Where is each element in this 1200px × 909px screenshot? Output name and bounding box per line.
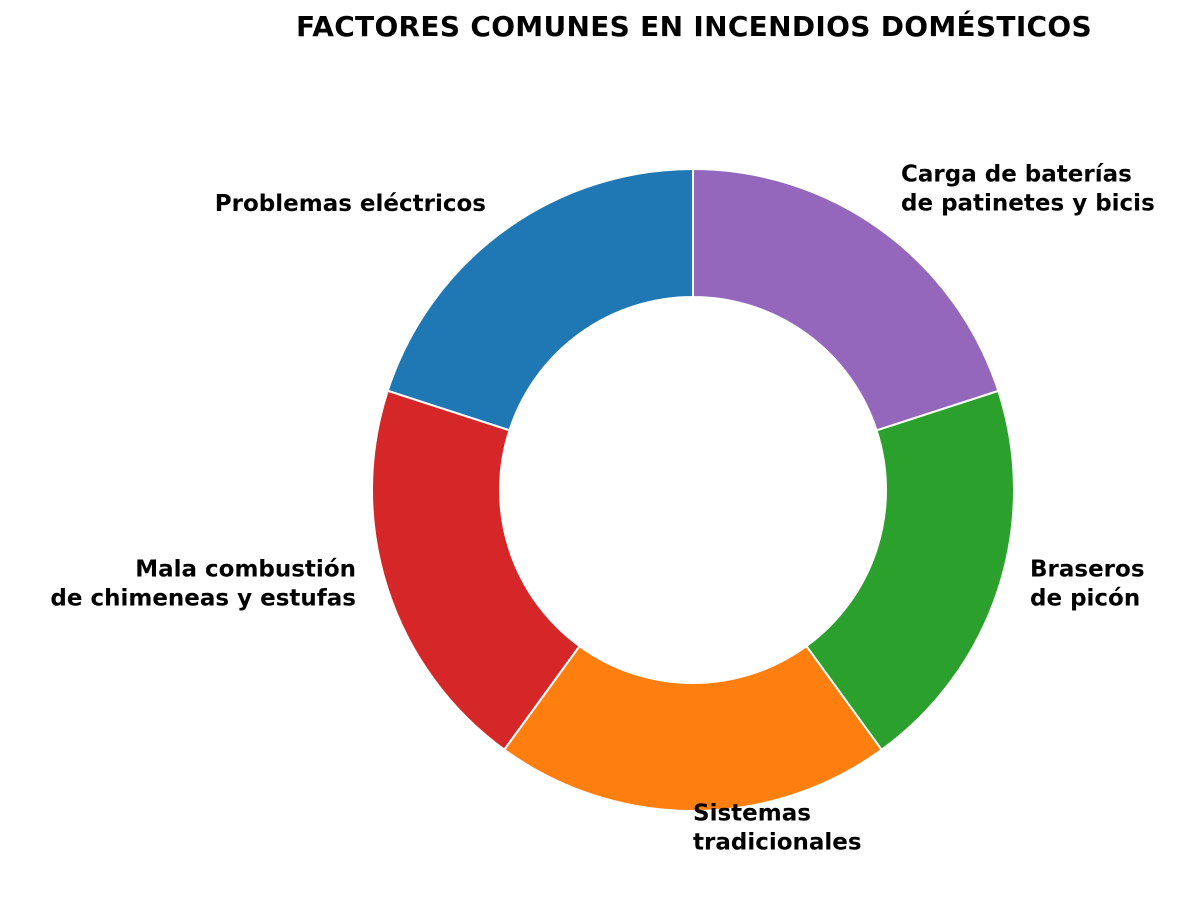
slice-label-2: Mala combustión de chimeneas y estufas — [50, 557, 356, 612]
chart-title: FACTORES COMUNES EN INCENDIOS DOMÉSTICOS — [296, 10, 1092, 43]
slice-label-5: Carga de baterías de patinetes y bicis — [901, 162, 1155, 217]
donut-slice-2 — [371, 389, 581, 752]
donut-slice-3 — [502, 644, 884, 812]
slice-label-3: Sistemas tradicionales — [693, 801, 862, 856]
slice-label-1: Problemas eléctricos — [215, 191, 486, 217]
donut-slice-4 — [805, 389, 1015, 752]
donut-slice-1 — [386, 167, 694, 432]
slice-label-4: Braseros de picón — [1030, 557, 1145, 612]
donut-slice-5 — [692, 167, 1000, 432]
